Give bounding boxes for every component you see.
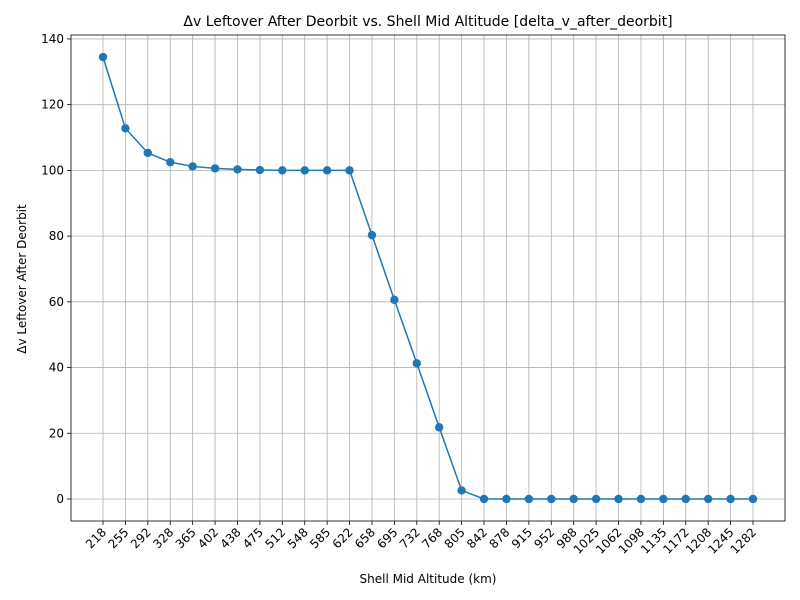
axes [67,34,786,525]
data-point [210,164,220,173]
data-point [681,494,690,504]
data-point [121,124,130,133]
grid-lines [71,35,785,521]
data-point [412,359,421,368]
data-point [524,494,534,504]
y-axis-label: Δv Leftover After Deorbit [15,204,29,354]
data-point [390,295,399,305]
data-point [98,52,108,62]
data-point [547,494,556,504]
y-tick-label: 140 [41,32,64,46]
data-point [345,166,354,175]
series-line [98,52,758,504]
data-point [479,494,489,504]
data-point [278,166,287,175]
data-point [703,494,713,504]
data-point [726,494,735,504]
y-tick-label: 0 [56,492,64,506]
data-point [614,494,623,504]
y-tick-label: 40 [49,361,64,375]
data-point [748,494,758,504]
y-tick-label: 20 [49,426,64,440]
data-point [636,494,646,504]
data-point [659,494,668,504]
plot-frame [70,34,786,522]
data-point [457,486,466,495]
data-point [300,166,309,175]
data-point [143,148,153,158]
data-point [367,230,377,240]
data-point [255,165,265,175]
y-tick-label: 80 [49,229,64,243]
data-point [166,157,175,167]
data-point [435,423,444,432]
data-point [591,494,601,504]
data-point [502,494,511,504]
y-tick-label: 60 [49,295,64,309]
x-axis-label: Shell Mid Altitude (km) [360,572,497,586]
y-tick-label: 100 [41,163,64,177]
chart-title: Δv Leftover After Deorbit vs. Shell Mid … [183,14,672,30]
data-point [233,165,242,174]
y-tick-label: 120 [41,98,64,112]
data-point [569,494,578,504]
data-point [188,162,197,171]
data-point [322,166,332,175]
